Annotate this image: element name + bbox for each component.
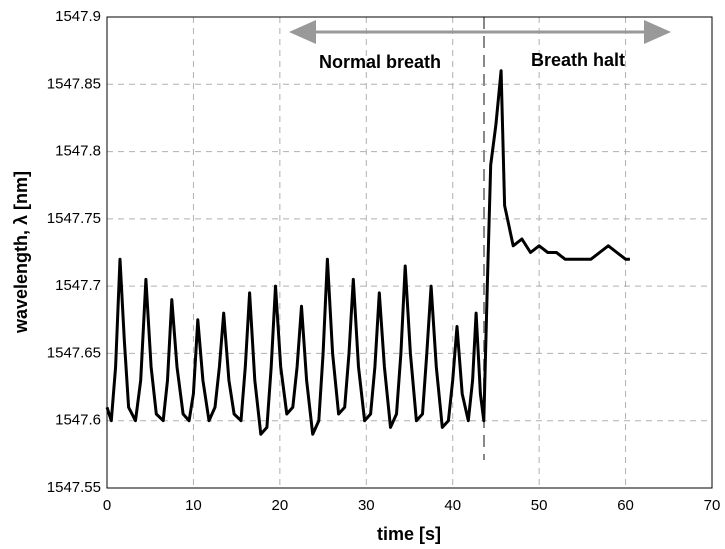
- x-tick-label: 20: [272, 497, 289, 514]
- y-tick-label: 1547.6: [55, 412, 101, 429]
- x-axis-label: time [s]: [377, 524, 441, 544]
- x-tick-label: 70: [704, 497, 721, 514]
- y-axis-label: wavelength, λ [nm]: [11, 171, 31, 334]
- y-tick-label: 1547.65: [47, 344, 101, 361]
- x-tick-label: 40: [444, 497, 461, 514]
- x-tick-label: 50: [531, 497, 548, 514]
- x-tick-label: 10: [185, 497, 202, 514]
- data-line: [105, 69, 630, 436]
- y-tick-label: 1547.9: [55, 8, 101, 25]
- y-tick-label: 1547.75: [47, 210, 101, 227]
- x-tick-label: 0: [103, 497, 111, 514]
- annotation: Breath halt: [531, 50, 625, 70]
- y-tick-label: 1547.85: [47, 75, 101, 92]
- annotation: Normal breath: [319, 52, 441, 72]
- y-tick-label: 1547.55: [47, 479, 101, 496]
- y-tick-label: 1547.7: [55, 277, 101, 294]
- x-tick-label: 60: [617, 497, 634, 514]
- y-tick-label: 1547.8: [55, 143, 101, 160]
- plot-frame: [106, 16, 713, 489]
- x-tick-label: 30: [358, 497, 375, 514]
